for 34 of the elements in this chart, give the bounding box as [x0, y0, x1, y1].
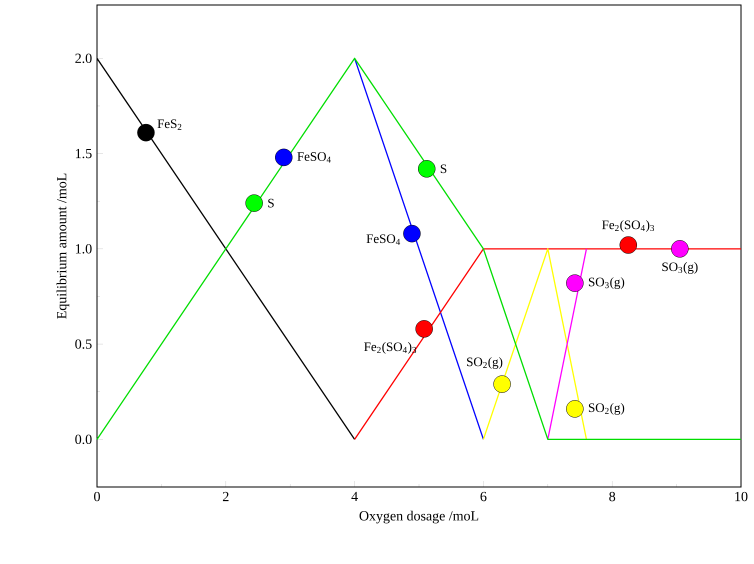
annotation: S — [268, 198, 274, 208]
y-tick-label: 1.0 — [76, 244, 92, 254]
annotation: FeSO$_{4}$ — [297, 152, 331, 163]
point — [566, 400, 584, 418]
x-tick-label: 10 — [735, 492, 748, 502]
x-tick-label: 2 — [222, 492, 229, 502]
annotation: Fe$_{2}$(SO$_{4}$)$_{3}$ — [602, 220, 654, 232]
x-tick-label: 4 — [351, 492, 358, 502]
point — [418, 160, 436, 178]
point — [137, 124, 155, 142]
point — [245, 194, 263, 212]
annotation: SO$_{2}$(g) — [467, 357, 502, 369]
point — [671, 240, 689, 258]
annotation: S — [440, 164, 446, 174]
x-tick-label: 8 — [609, 492, 616, 502]
y-axis-title: Equilibrium amount /moL — [56, 174, 70, 319]
point — [493, 375, 511, 393]
annotation: FeSO$_{4}$ — [366, 234, 400, 245]
x-tick-label: 0 — [94, 492, 100, 502]
y-tick-label: 2.0 — [75, 54, 92, 64]
annotation: SO$_{2}$(g) — [588, 402, 624, 415]
x-axis-title: Oxygen dosage /moL — [360, 510, 478, 524]
x-tick-label: 6 — [480, 492, 486, 502]
point — [403, 224, 421, 242]
point — [275, 148, 293, 166]
annotation: SO$_{3}$(g) — [662, 262, 698, 274]
point — [620, 236, 638, 254]
y-tick-label: 0.0 — [75, 434, 92, 444]
point — [566, 274, 584, 292]
point — [415, 320, 433, 338]
y-tick-label: 1.5 — [76, 148, 92, 158]
annotation: FeS$_{2}$ — [158, 119, 182, 130]
annotation: SO$_{3}$(g) — [588, 277, 624, 290]
y-tick-label: 0.5 — [75, 339, 92, 349]
